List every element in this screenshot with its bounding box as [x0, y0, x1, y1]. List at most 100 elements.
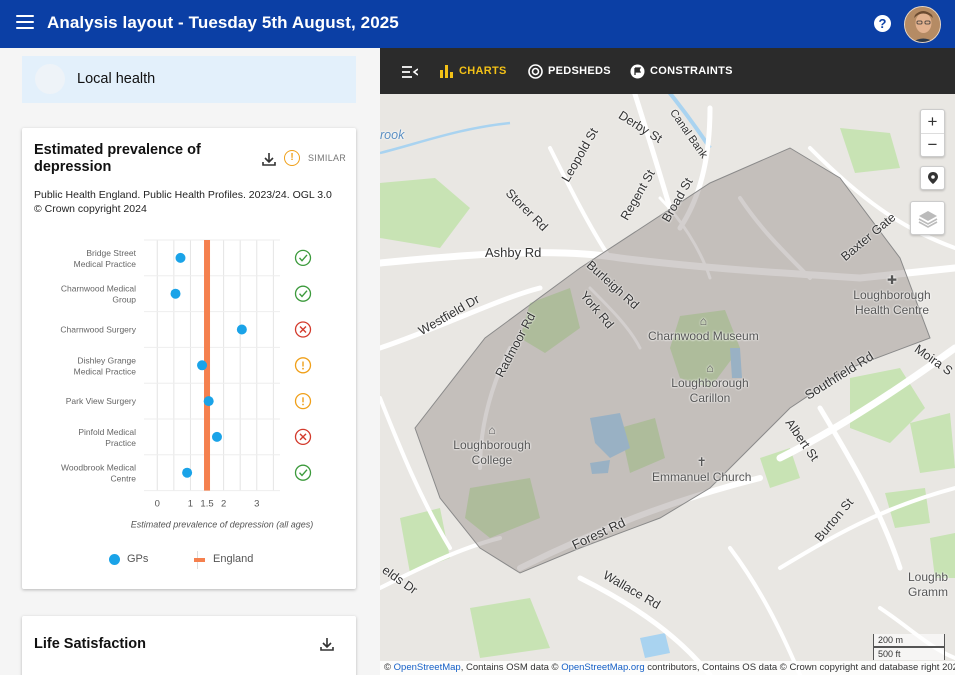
poi-health-centre[interactable]: ✚ Loughborough Health Centre — [847, 273, 937, 318]
check-status-icon — [294, 285, 312, 302]
area-card[interactable]: Local health — [22, 56, 356, 103]
download-icon[interactable] — [319, 636, 335, 652]
collapse-panel-icon[interactable] — [402, 66, 418, 78]
legend-england-marker — [194, 558, 205, 562]
poi-church[interactable]: ✝ Emmanuel Church — [652, 455, 752, 484]
cross-status-icon — [294, 321, 312, 338]
scale-metric: 200 m — [873, 634, 945, 647]
category-label: Park View Surgery — [66, 396, 137, 406]
gp-data-point — [211, 431, 222, 442]
category-label: Bridge Street — [86, 248, 136, 258]
cross-mark — [299, 433, 307, 441]
card-title: Life Satisfaction — [34, 636, 146, 652]
page-title: Analysis layout - Tuesday 5th August, 20… — [47, 13, 399, 32]
poi-carillon[interactable]: ⌂ Loughborough Carillon — [668, 361, 752, 406]
zoom-in-button[interactable]: + — [921, 110, 944, 134]
sidebar: Local health Estimated prevalence of dep… — [0, 48, 380, 675]
check-status-icon — [294, 249, 312, 267]
flag-icon[interactable] — [630, 64, 645, 79]
x-tick-label: 2 — [221, 499, 226, 510]
category-label: Group — [112, 295, 136, 305]
gp-data-point — [197, 360, 208, 371]
tab-constraints[interactable]: CONSTRAINTS — [650, 65, 733, 77]
check-mark — [298, 254, 308, 262]
water-label: rook — [380, 128, 405, 142]
help-icon[interactable]: ? — [874, 15, 891, 32]
x-tick-label: 0 — [155, 499, 160, 510]
layers-icon — [918, 211, 937, 228]
osm-link[interactable]: OpenStreetMap — [393, 662, 461, 673]
menu-icon[interactable] — [16, 15, 34, 31]
street-label: Ashby Rd — [485, 245, 542, 260]
osm-org-link[interactable]: OpenStreetMap.org — [561, 662, 645, 673]
data-source: Public Health England. Public Health Pro… — [34, 189, 332, 215]
category-label: Woodbrook Medical — [61, 463, 136, 473]
map-toolbar: CHARTS PEDSHEDS CONSTRAINTS — [380, 48, 955, 94]
life-satisfaction-card: Life Satisfaction — [22, 616, 356, 675]
legend-gps-label: GPs — [127, 553, 149, 565]
category-label: Medical Practice — [74, 366, 137, 376]
pedshed-icon[interactable] — [528, 64, 543, 79]
poi-college[interactable]: ⌂ Loughborough College — [448, 423, 536, 468]
attribution-suffix: contributors, Contains OS data © Crown c… — [647, 662, 955, 673]
layers-button[interactable] — [910, 201, 945, 235]
tab-charts[interactable]: CHARTS — [459, 65, 507, 77]
x-tick-label: 1 — [188, 499, 193, 510]
poi-grammar[interactable]: Loughb Gramm — [908, 570, 954, 600]
poi-label: Loughborough Health Centre — [853, 288, 931, 317]
attribution-middle: , Contains OSM data © — [460, 662, 559, 673]
similar-label[interactable]: SIMILAR — [308, 153, 347, 163]
category-label: Practice — [105, 438, 136, 448]
category-label: Dishley Grange — [77, 355, 136, 365]
x-axis-label: Estimated prevalence of depression (all … — [131, 520, 314, 530]
chart-legend: GPs England — [22, 549, 356, 573]
attribution-prefix: © — [384, 662, 391, 673]
gp-data-point — [170, 288, 181, 299]
x-tick-label: 3 — [254, 499, 259, 510]
category-label: Charnwood Medical — [61, 284, 136, 294]
download-icon[interactable] — [261, 151, 277, 167]
map-view[interactable]: Derby St Canal Bank Leopold St Regent St… — [380, 48, 955, 675]
depression-card: Estimated prevalence of depression ! SIM… — [22, 128, 356, 589]
check-status-icon — [294, 464, 312, 481]
zoom-out-button[interactable]: − — [927, 135, 938, 154]
similar-warning-icon[interactable]: ! — [284, 150, 300, 166]
map-attribution: © OpenStreetMap, Contains OSM data © Ope… — [380, 661, 955, 675]
card-title: Estimated prevalence of depression — [34, 142, 201, 175]
category-label: Medical Practice — [74, 259, 137, 269]
avatar[interactable] — [904, 6, 941, 43]
area-icon — [35, 64, 65, 94]
app-bar: Analysis layout - Tuesday 5th August, 20… — [0, 0, 955, 48]
bar-chart-icon[interactable] — [440, 65, 453, 78]
category-label: Charnwood Surgery — [60, 325, 136, 335]
category-label: Centre — [110, 474, 136, 484]
warn-status-icon — [294, 357, 312, 374]
gp-data-point — [236, 324, 247, 335]
gp-data-point — [203, 396, 214, 407]
check-mark — [298, 469, 308, 477]
poi-label: Loughborough Carillon — [671, 376, 749, 405]
area-name: Local health — [77, 71, 156, 87]
cross-mark — [299, 326, 307, 333]
legend-gps-marker — [109, 554, 120, 565]
check-mark — [298, 290, 308, 298]
poi-label: Loughborough College — [453, 438, 531, 467]
legend-england-label: England — [213, 553, 254, 565]
tab-pedsheds[interactable]: PEDSHEDS — [548, 65, 611, 77]
prevalence-chart: 0 1 2 3 1.5 Estimated prevalence of depressio… — [60, 239, 314, 530]
gp-data-point — [182, 467, 193, 478]
warning-dot — [302, 367, 304, 370]
poi-museum[interactable]: ⌂ Charnwood Museum — [648, 314, 759, 343]
cross-status-icon — [294, 428, 312, 446]
gp-data-point — [175, 252, 186, 263]
poi-label: Loughb Gramm — [908, 570, 949, 599]
x-tick-label: 1.5 — [200, 499, 213, 510]
scale-imperial: 500 ft — [873, 647, 945, 660]
zoom-control: + − — [920, 109, 945, 157]
locate-button[interactable] — [920, 166, 945, 190]
map-basemap[interactable] — [380, 48, 955, 675]
poi-label: Emmanuel Church — [652, 470, 752, 484]
user-avatar-icon — [905, 7, 940, 42]
location-pin-icon — [927, 172, 938, 184]
poi-label: Charnwood Museum — [648, 329, 759, 343]
